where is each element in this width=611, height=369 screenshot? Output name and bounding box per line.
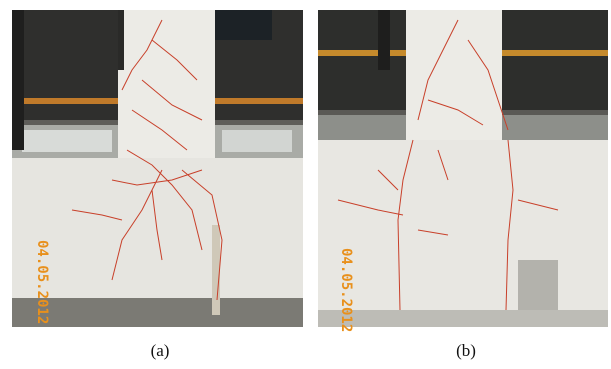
photo-b: 04.05.2012 <box>318 10 608 332</box>
page: 04.05.2012 04.05.2012 (a) (b) (() => { c… <box>0 0 611 369</box>
photo-a: 04.05.2012 <box>12 10 303 327</box>
figure: 04.05.2012 04.05.2012 (a) (b) <box>0 0 611 369</box>
caption: (a) <box>151 341 170 360</box>
date-stamp: 04.05.2012 <box>34 240 50 324</box>
caption: (b) <box>456 341 476 360</box>
date-stamp: 04.05.2012 <box>338 248 354 332</box>
